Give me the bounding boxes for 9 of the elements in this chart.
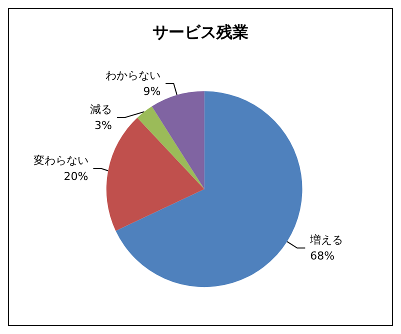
- data-label: 20%: [64, 170, 88, 184]
- slice-label: 減る: [90, 103, 112, 116]
- data-label: 68%: [310, 250, 335, 263]
- slice-label: 増える: [309, 234, 344, 247]
- data-label: 9%: [143, 85, 161, 98]
- slice-label: 変わらない: [33, 154, 88, 168]
- slice-label: わからない: [106, 69, 161, 82]
- data-label: 3%: [94, 119, 112, 132]
- chart-title: サービス残業: [152, 22, 248, 42]
